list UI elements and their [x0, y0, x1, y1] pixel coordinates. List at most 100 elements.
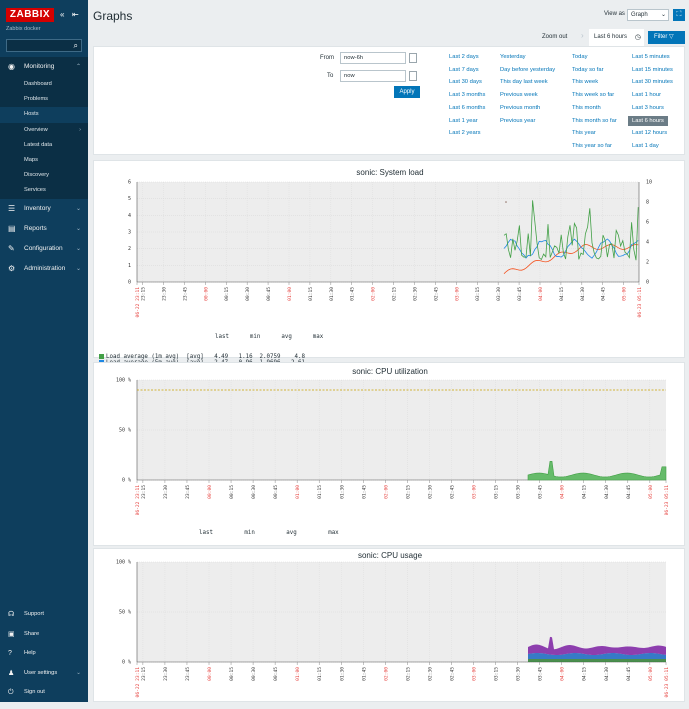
submenu-hosts[interactable]: Hosts	[0, 107, 88, 123]
calendar-icon[interactable]	[409, 71, 417, 81]
quick-range-link[interactable]: Last 7 days	[449, 66, 479, 73]
quick-range-link[interactable]: Yesterday	[500, 54, 526, 60]
view-as-value: Graph	[631, 12, 648, 18]
quick-range-link[interactable]: This week	[572, 79, 599, 86]
zabbix-logo[interactable]: ZABBIX	[6, 8, 54, 22]
tab-time-range[interactable]: Last 6 hours ◷	[589, 29, 644, 46]
x-tick-label: 03:45	[538, 667, 544, 681]
y-tick-label: 50 %	[119, 610, 131, 616]
quick-range-link[interactable]: Today so far	[572, 66, 604, 73]
x-tick-label: 01:15	[308, 287, 314, 301]
submenu-problems[interactable]: Problems	[24, 96, 49, 103]
x-tick-label: 06-22 23:11	[135, 287, 141, 318]
series-number-of-cpus	[505, 201, 507, 203]
x-tick-label: 01:00	[287, 287, 293, 301]
quick-range-link[interactable]: Last 3 months	[449, 92, 486, 99]
quick-range-link[interactable]: Last 3 hours	[632, 104, 664, 111]
series-load-15m	[503, 244, 639, 274]
x-tick-label: 04:45	[626, 485, 632, 499]
x-tick-label: 00:15	[224, 287, 230, 301]
y-left-tick-label: 6	[128, 180, 131, 186]
menu-sign-out[interactable]: ⏻ Sign out	[0, 683, 88, 703]
menu-label: Support	[24, 611, 44, 617]
chevron-down-icon: ⌄	[75, 225, 81, 232]
quick-range-link[interactable]: This month	[572, 104, 601, 111]
quick-range-link[interactable]: This year so far	[572, 142, 612, 149]
quick-range-link[interactable]: This month so far	[572, 117, 617, 124]
user-icon: ♟	[8, 669, 15, 677]
legend-col-min: min	[244, 530, 255, 536]
submenu-label: Overview	[24, 126, 48, 133]
quick-range-link[interactable]: Last 6 hours	[628, 115, 668, 126]
menu-configuration[interactable]: ✎ Configuration ⌄	[0, 239, 88, 259]
menu-monitoring[interactable]: ◉ Monitoring ⌃	[0, 57, 88, 77]
x-tick-label: 06-22 23:11	[135, 485, 141, 515]
collapse-sidebar-icon[interactable]: «	[60, 10, 65, 19]
quick-range-link[interactable]: Previous month	[500, 104, 541, 111]
x-tick-label: 23:15	[141, 485, 147, 499]
kiosk-mode-button[interactable]: ⛶	[673, 9, 685, 21]
search-icon[interactable]: ⌕	[73, 41, 78, 50]
view-as-select[interactable]: Graph ⌄	[627, 9, 669, 21]
submenu-latest-data[interactable]: Latest data	[24, 141, 53, 148]
gear-icon: ⚙	[8, 263, 16, 273]
menu-label: Configuration	[24, 244, 63, 252]
legend-header: last min avg max	[99, 334, 323, 341]
quick-range-link[interactable]: Last 1 hour	[632, 92, 662, 99]
to-field[interactable]: now	[340, 70, 406, 82]
submenu-services[interactable]: Services	[24, 187, 46, 194]
menu-help[interactable]: ? Help	[0, 644, 88, 664]
cpu-utilization-chart[interactable]: 100 % 50 % 0 % 06-22 23:11 23:15 23:30 23:45 00…	[94, 375, 684, 516]
x-tick-label: 00:00	[207, 667, 213, 681]
quick-range-link[interactable]: Last 5 minutes	[632, 54, 670, 60]
filter-icon: ▽	[669, 34, 674, 40]
quick-range-link[interactable]: Last 30 days	[449, 79, 482, 86]
submenu-overview[interactable]: Overview ›	[0, 123, 88, 138]
submenu-discovery[interactable]: Discovery	[24, 172, 49, 179]
x-tick-label: 03:30	[516, 667, 522, 681]
apply-button[interactable]: Apply	[394, 86, 420, 98]
quick-range-link[interactable]: This day last week	[500, 79, 548, 86]
chevron-right-icon[interactable]: ›	[581, 31, 584, 40]
submenu-maps[interactable]: Maps	[24, 156, 38, 163]
quick-range-link[interactable]: Last 1 day	[632, 142, 659, 149]
zoom-out-button[interactable]: Zoom out	[542, 34, 568, 40]
menu-label: Inventory	[24, 204, 51, 212]
calendar-icon[interactable]	[409, 53, 417, 63]
cpu-usage-chart[interactable]: 100 % 50 % 0 % 06-22 23:11 23:15 23:30 23:45 00…	[94, 557, 684, 709]
quick-range-link[interactable]: Last 2 years	[449, 130, 481, 137]
x-tick-label: 03:00	[454, 287, 460, 301]
hide-sidebar-icon[interactable]: ⇤	[72, 10, 79, 19]
quick-range-link[interactable]: Last 30 minutes	[632, 79, 673, 86]
menu-support[interactable]: ☊ Support	[0, 605, 88, 625]
series-load-1m	[503, 200, 639, 261]
menu-reports[interactable]: ▤ Reports ⌄	[0, 219, 88, 239]
from-field[interactable]: now-6h	[340, 52, 406, 64]
quick-range-link[interactable]: Last 2 days	[449, 54, 479, 60]
series-cpu-usage-layer	[528, 636, 666, 655]
quick-range-link[interactable]: Last 15 minutes	[632, 66, 673, 73]
menu-inventory[interactable]: ☰ Inventory ⌄	[0, 199, 88, 219]
tab-filter[interactable]: Filter ▽	[648, 31, 685, 44]
y-left-tick-label: 3	[128, 230, 131, 236]
x-tick-label: 02:30	[427, 667, 433, 681]
x-tick-label: 03:45	[538, 485, 544, 499]
submenu-dashboard[interactable]: Dashboard	[24, 81, 52, 87]
quick-range-link[interactable]: This year	[572, 130, 596, 137]
quick-range-link[interactable]: Last 1 year	[449, 117, 478, 124]
quick-range-link[interactable]: Previous week	[500, 92, 538, 99]
sidebar-search-input[interactable]: ⌕	[6, 39, 82, 52]
quick-range-link[interactable]: Last 6 months	[449, 104, 486, 111]
quick-range-link[interactable]: Last 12 hours	[632, 130, 668, 137]
quick-range-link[interactable]: Today	[572, 54, 588, 60]
quick-range-link[interactable]: Day before yesterday	[500, 66, 556, 73]
x-tick-label: 01:45	[361, 667, 367, 681]
menu-share[interactable]: ▣ Share	[0, 625, 88, 645]
quick-range-link[interactable]: Previous year	[500, 117, 536, 124]
x-tick-label: 02:15	[405, 485, 411, 499]
quick-range-link[interactable]: This week so far	[572, 92, 615, 99]
menu-administration[interactable]: ⚙ Administration ⌄	[0, 259, 88, 279]
x-tick-label: 06-23 05:11	[664, 667, 670, 698]
menu-user-settings[interactable]: ♟ User settings ⌄	[0, 664, 88, 684]
